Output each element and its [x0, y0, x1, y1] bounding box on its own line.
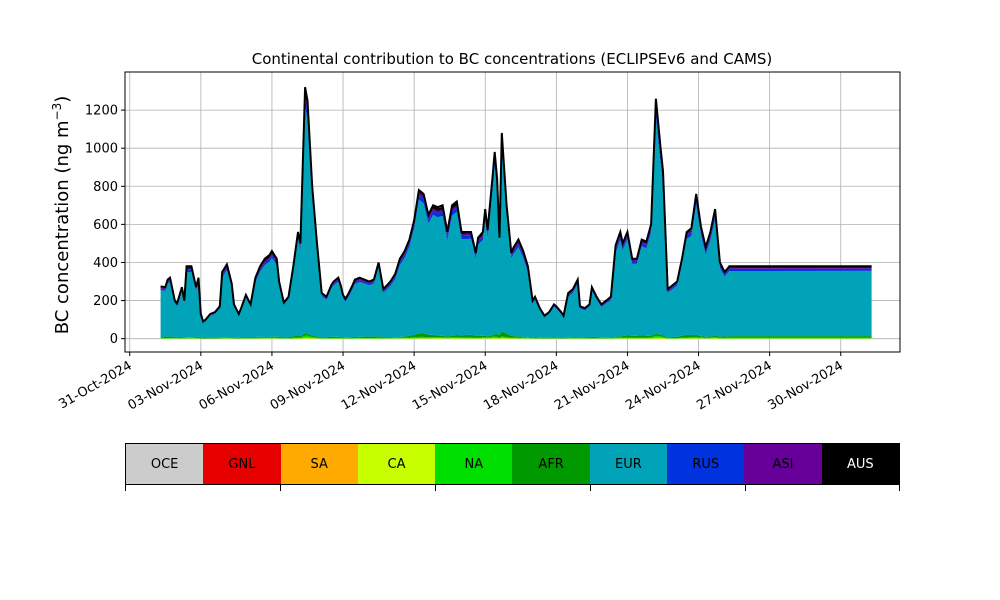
legend-item-sa: SA [280, 444, 358, 484]
x-tick-label: 09-Nov-2024 [268, 358, 348, 413]
legend-item-asi: ASI [744, 444, 822, 484]
y-tick-label: 0 [110, 332, 118, 347]
x-tick-label: 31-Oct-2024 [56, 358, 134, 412]
legend-item-eur: EUR [589, 444, 668, 484]
y-tick-label: 1000 [85, 142, 118, 157]
color-legend: OCE GNL SA CA NA AFR EUR RUS ASI AUS [125, 443, 900, 485]
x-tick-label: 27-Nov-2024 [694, 358, 774, 413]
legend-item-gnl: GNL [203, 444, 281, 484]
legend-item-afr: AFR [512, 444, 590, 484]
legend-ticks [125, 485, 900, 493]
legend-item-rus: RUS [667, 444, 745, 484]
legend-item-oce: OCE [126, 444, 204, 484]
x-tick-label: 21-Nov-2024 [552, 358, 632, 413]
area-na [160, 335, 872, 339]
legend-item-aus: AUS [821, 444, 899, 484]
y-tick-label: 400 [93, 256, 118, 271]
y-tick-label: 600 [93, 218, 118, 233]
x-tick-label: 06-Nov-2024 [197, 358, 277, 413]
area-ca [160, 337, 872, 339]
x-axis: 31-Oct-202403-Nov-202406-Nov-202409-Nov-… [56, 352, 846, 413]
x-tick-label: 30-Nov-2024 [765, 358, 845, 413]
y-axis-label: BC concentration (ng m−3) [50, 96, 73, 335]
x-tick-label: 15-Nov-2024 [410, 358, 490, 413]
x-tick-label: 24-Nov-2024 [623, 358, 703, 413]
legend-item-na: NA [435, 444, 513, 484]
y-axis: 0 200 400 600 800 1000 1200 [85, 104, 125, 347]
legend-item-ca: CA [357, 444, 436, 484]
y-tick-label: 200 [93, 294, 118, 309]
x-tick-label: 03-Nov-2024 [126, 358, 206, 413]
total-line [160, 87, 872, 324]
plot-frame [124, 71, 901, 353]
series-areas [160, 89, 872, 339]
x-tick-label: 18-Nov-2024 [481, 358, 561, 413]
x-tick-label: 12-Nov-2024 [339, 358, 419, 413]
y-tick-label: 800 [93, 180, 118, 195]
area-eur [160, 106, 872, 339]
area-afr [160, 331, 872, 339]
y-tick-label: 1200 [85, 104, 118, 119]
chart-title: Continental contribution to BC concentra… [252, 50, 773, 68]
y-axis-label-sup: −3 [50, 103, 64, 121]
